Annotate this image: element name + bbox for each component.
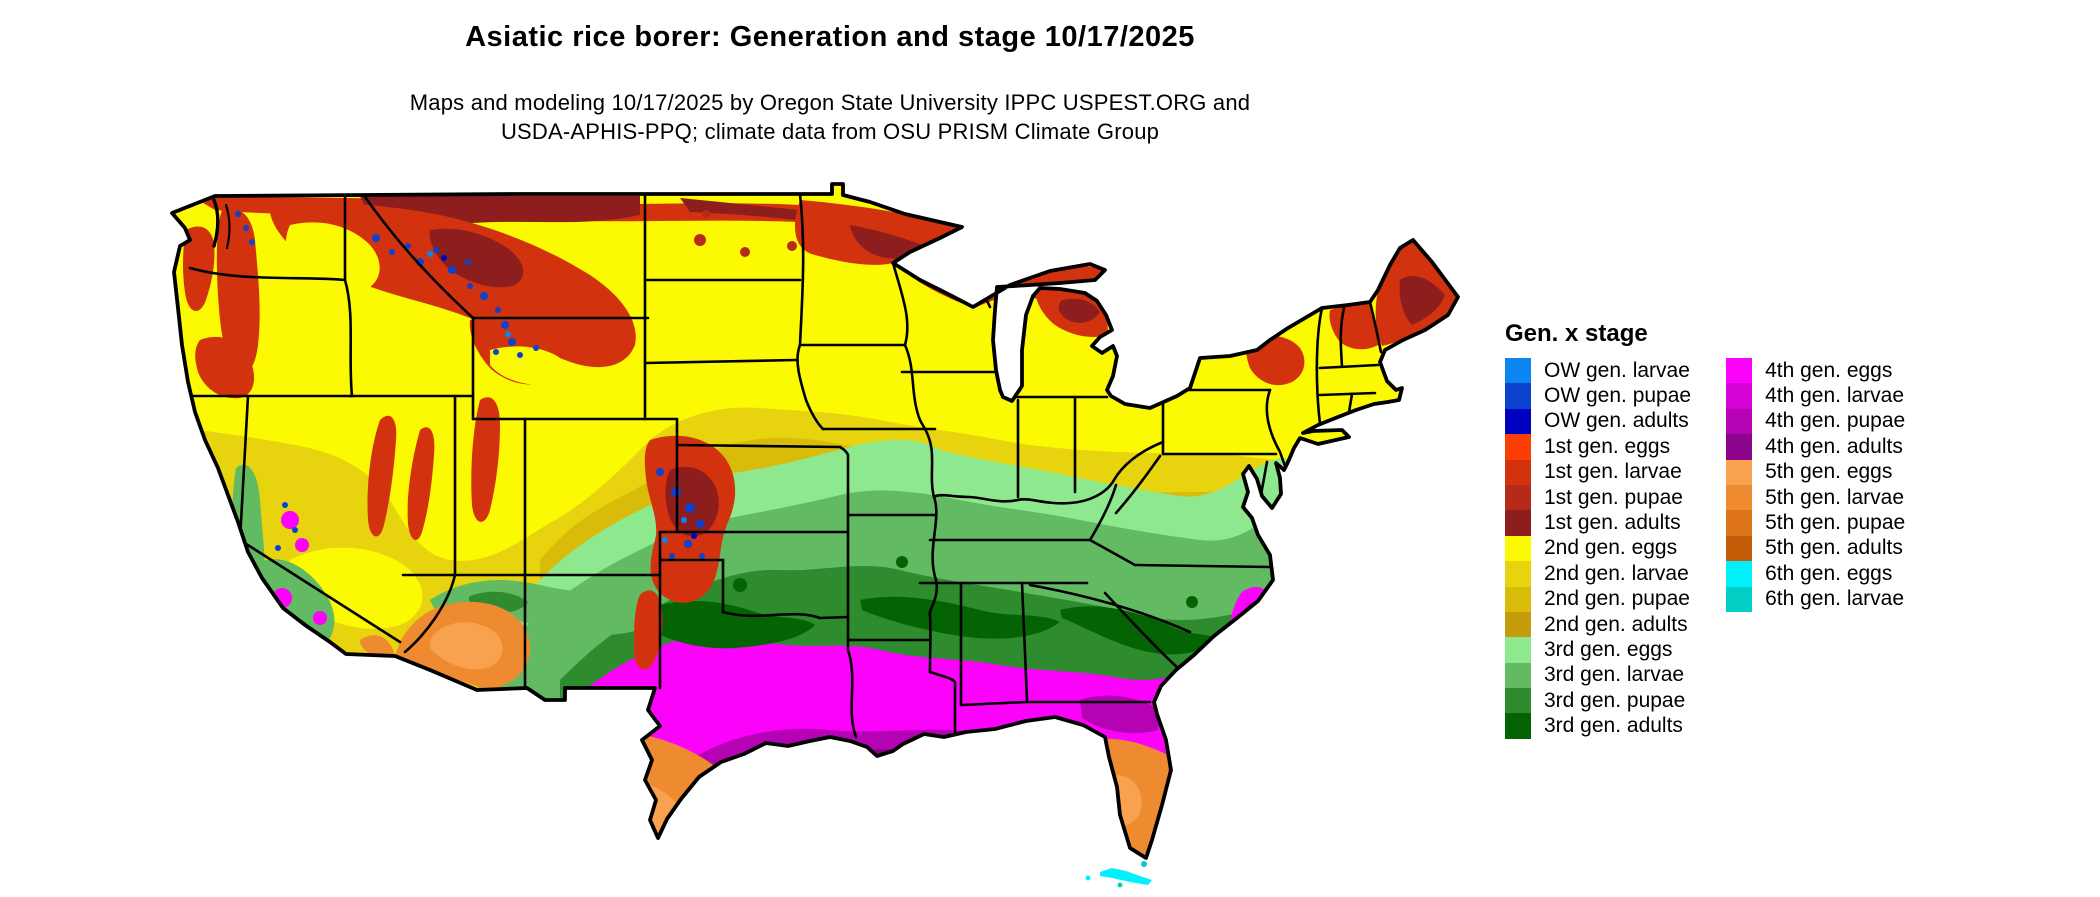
legend-item-label: 4th gen. larvae [1765, 384, 1905, 408]
map-raster-layers [172, 184, 1458, 858]
legend-swatch [1505, 688, 1531, 714]
legend-title: Gen. x stage [1505, 320, 1648, 347]
legend-item: 5th gen. larvae [1726, 484, 1905, 511]
legend-item: 4th gen. eggs [1726, 358, 1905, 384]
legend-item: 1st gen. adults [1505, 510, 1691, 536]
legend-item: 1st gen. pupae [1505, 484, 1691, 511]
legend-item-label: OW gen. adults [1544, 409, 1689, 433]
legend-item-label: 1st gen. eggs [1544, 434, 1671, 458]
legend-swatch [1505, 510, 1531, 536]
legend-item: OW gen. adults [1505, 408, 1691, 435]
legend-swatch [1505, 408, 1531, 435]
us-generation-stage-map [170, 182, 1460, 888]
legend-item-label: 6th gen. eggs [1765, 561, 1893, 585]
legend-item-label: 5th gen. eggs [1765, 460, 1893, 484]
legend-column-2: 4th gen. eggs 4th gen. larvae 4th gen. pup… [1726, 358, 1905, 612]
legend-swatch [1505, 434, 1531, 460]
legend-item: 6th gen. larvae [1726, 586, 1905, 612]
legend-swatch [1505, 611, 1531, 638]
legend-item: 3rd gen. larvae [1505, 662, 1691, 689]
legend-swatch [1505, 637, 1531, 663]
us-map-container [130, 140, 1475, 892]
legend-swatch [1726, 383, 1753, 409]
legend-swatch [1726, 510, 1753, 536]
legend-item: 2nd gen. eggs [1505, 535, 1691, 562]
legend-columns: OW gen. larvae OW gen. pupae OW gen. adult… [1505, 358, 1905, 739]
legend-item-label: 1st gen. pupae [1544, 485, 1683, 509]
legend-swatch [1726, 358, 1753, 384]
legend-item-label: 4th gen. adults [1765, 434, 1903, 458]
legend-swatch [1726, 459, 1753, 485]
legend-item-label: 5th gen. pupae [1765, 511, 1906, 535]
legend-column-1: OW gen. larvae OW gen. pupae OW gen. adult… [1505, 358, 1691, 739]
legend-swatch [1726, 484, 1753, 511]
legend-item-label: 2nd gen. pupae [1544, 587, 1690, 611]
legend-swatch [1505, 383, 1531, 409]
legend-item-label: OW gen. larvae [1544, 358, 1690, 382]
legend-item: 4th gen. larvae [1726, 383, 1905, 409]
legend: Gen. x stage OW gen. larvae OW gen. pupae… [1505, 320, 1905, 739]
legend-item: 5th gen. pupae [1726, 510, 1906, 536]
legend-item: 4th gen. pupae [1726, 408, 1906, 435]
legend-swatch [1726, 586, 1753, 612]
legend-item: 2nd gen. pupae [1505, 586, 1691, 612]
legend-swatch [1505, 662, 1531, 689]
legend-item-label: 1st gen. larvae [1544, 460, 1682, 484]
legend-swatch [1726, 535, 1753, 562]
florida-keys [1085, 861, 1152, 888]
legend-item: 2nd gen. larvae [1505, 561, 1691, 587]
legend-swatch [1726, 434, 1753, 460]
legend-swatch [1726, 561, 1753, 587]
legend-item: 3rd gen. adults [1505, 713, 1691, 739]
legend-item: 1st gen. eggs [1505, 434, 1691, 460]
legend-item: 2nd gen. adults [1505, 611, 1691, 638]
legend-item-label: 3rd gen. pupae [1544, 688, 1686, 712]
subtitle-line-1: Maps and modeling 10/17/2025 by Oregon S… [409, 90, 1251, 115]
legend-item: 5th gen. adults [1726, 535, 1905, 562]
legend-item: OW gen. pupae [1505, 383, 1692, 409]
us-outline [170, 182, 1460, 860]
legend-swatch [1505, 484, 1531, 511]
legend-swatch [1505, 561, 1531, 587]
legend-swatch [1505, 713, 1531, 739]
legend-swatch [1505, 459, 1531, 485]
legend-swatch [1505, 586, 1531, 612]
state-borders [180, 192, 1383, 739]
legend-item-label: 5th gen. adults [1765, 536, 1903, 560]
legend-item-label: 3rd gen. eggs [1544, 637, 1673, 661]
legend-item: 1st gen. larvae [1505, 459, 1691, 485]
legend-item-label: 3rd gen. larvae [1544, 663, 1685, 687]
legend-item-label: 4th gen. eggs [1765, 358, 1893, 382]
legend-item-label: 5th gen. larvae [1765, 485, 1905, 509]
legend-item: 5th gen. eggs [1726, 459, 1905, 485]
legend-item-label: 4th gen. pupae [1765, 409, 1906, 433]
legend-item-label: OW gen. pupae [1544, 384, 1692, 408]
subtitle-line-2: USDA-APHIS-PPQ; climate data from OSU PR… [500, 119, 1160, 144]
legend-item: OW gen. larvae [1505, 358, 1691, 384]
legend-item-label: 2nd gen. adults [1544, 612, 1688, 636]
legend-swatch [1726, 408, 1753, 435]
legend-item: 3rd gen. eggs [1505, 637, 1691, 663]
legend-item: 6th gen. eggs [1726, 561, 1905, 587]
legend-item: 4th gen. adults [1726, 434, 1905, 460]
legend-item-label: 1st gen. adults [1544, 511, 1681, 535]
legend-swatch [1505, 535, 1531, 562]
legend-swatch [1505, 358, 1531, 384]
legend-item-label: 3rd gen. adults [1544, 714, 1683, 738]
page-title: Asiatic rice borer: Generation and stage… [465, 21, 1195, 53]
legend-item-label: 2nd gen. eggs [1544, 536, 1678, 560]
legend-item: 3rd gen. pupae [1505, 688, 1691, 714]
legend-item-label: 2nd gen. larvae [1544, 561, 1689, 585]
page-subtitle: Maps and modeling 10/17/2025 by Oregon S… [190, 88, 1470, 146]
legend-item-label: 6th gen. larvae [1765, 587, 1905, 611]
